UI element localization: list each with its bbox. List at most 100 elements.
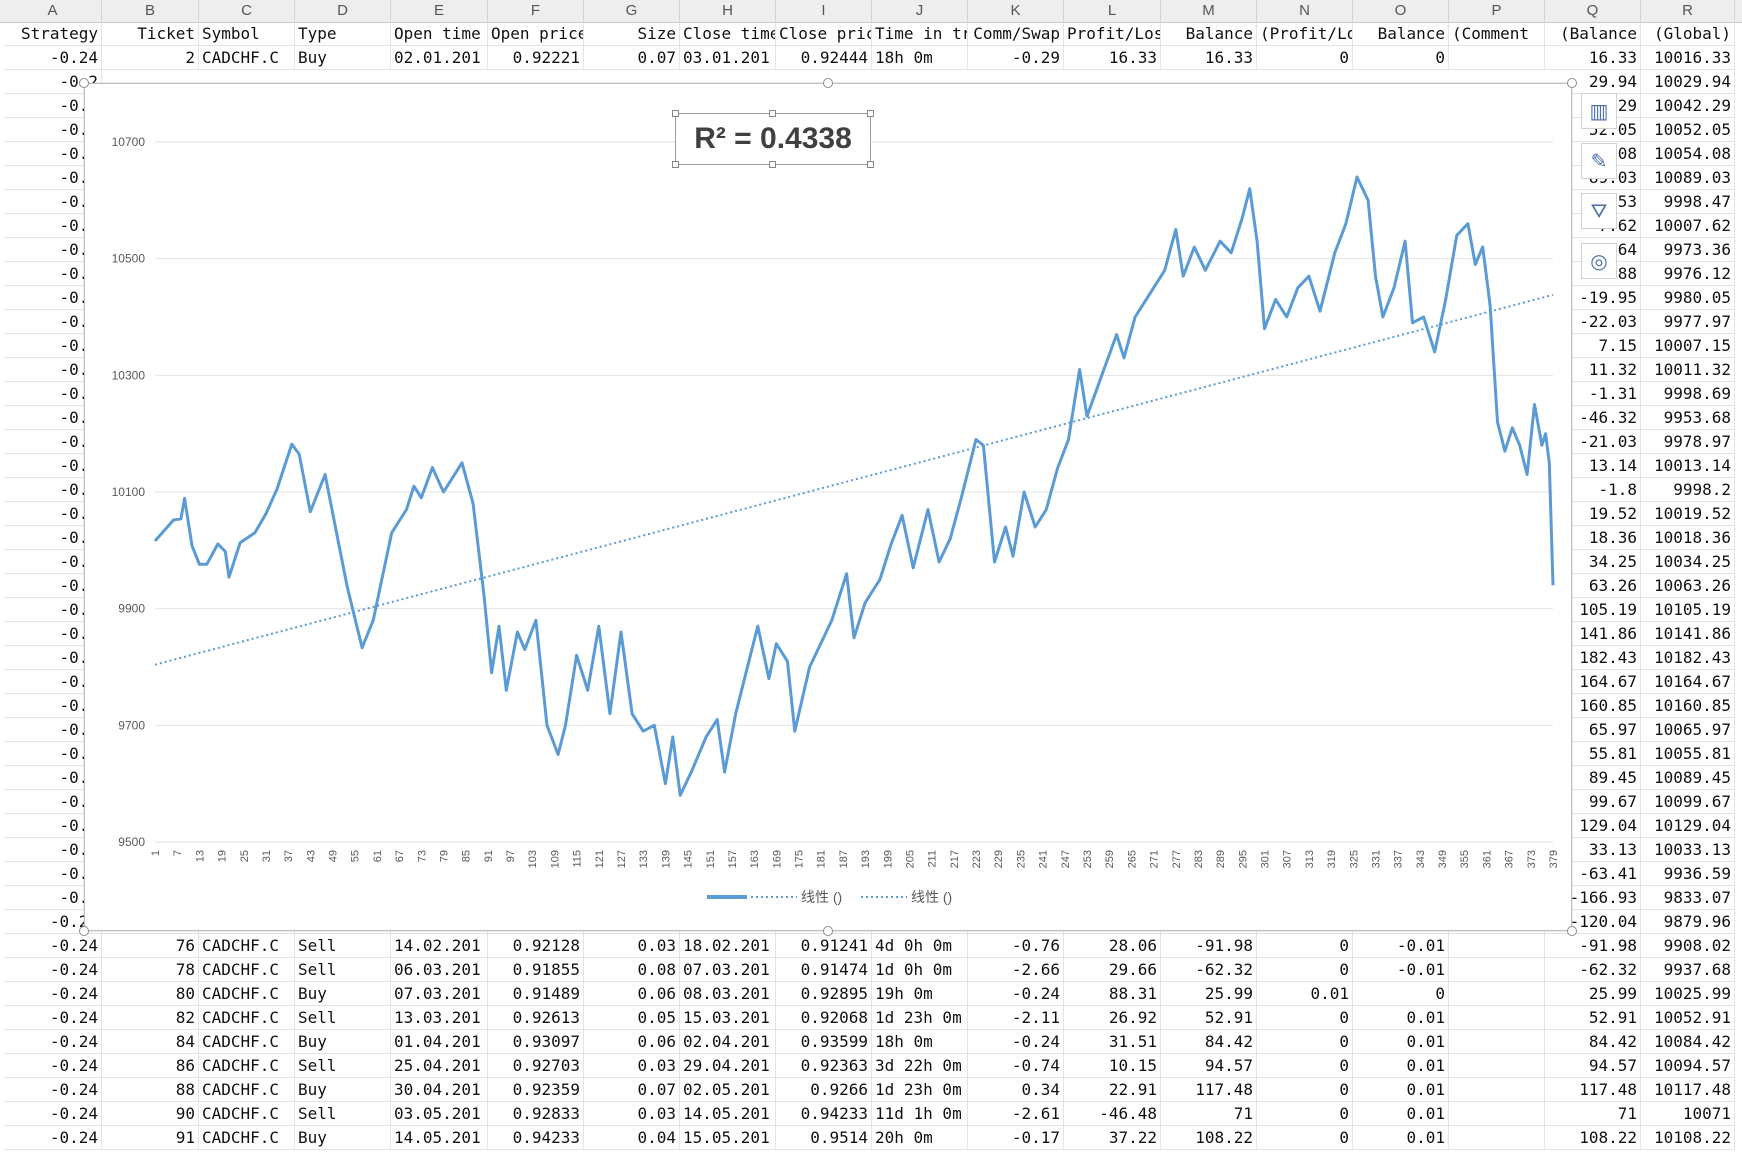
cell-Q[interactable]: 99.67 — [1545, 790, 1641, 814]
cell-Q[interactable]: 117.48 — [1545, 1078, 1641, 1102]
cell-R[interactable]: 10052.91 — [1641, 1006, 1735, 1030]
cell-H[interactable]: 29.04.201 — [680, 1054, 776, 1078]
cell-G[interactable]: 0.08 — [584, 958, 680, 982]
cell-Q[interactable]: 33.13 — [1545, 838, 1641, 862]
cell-Q[interactable]: -91.98 — [1545, 934, 1641, 958]
cell-R[interactable]: 10099.67 — [1641, 790, 1735, 814]
cell-Q[interactable]: -1.31 — [1545, 382, 1641, 406]
cell-J[interactable]: 20h 0m — [872, 1126, 968, 1150]
cell-R[interactable]: 10094.57 — [1641, 1054, 1735, 1078]
cell-G[interactable]: 0.06 — [584, 1030, 680, 1054]
cell-Q[interactable]: 55.81 — [1545, 742, 1641, 766]
cell-R[interactable]: 10055.81 — [1641, 742, 1735, 766]
column-header[interactable]: M — [1161, 0, 1257, 22]
cell-B[interactable]: 88 — [102, 1078, 199, 1102]
cell-B[interactable]: 2 — [102, 46, 199, 70]
cell-C[interactable]: CADCHF.C — [199, 1030, 295, 1054]
cell-Q[interactable]: 34.25 — [1545, 550, 1641, 574]
cell-R[interactable]: 9978.97 — [1641, 430, 1735, 454]
cell-Q[interactable]: 141.86 — [1545, 622, 1641, 646]
cell-I[interactable]: 0.92895 — [776, 982, 872, 1006]
cell-Q[interactable]: 18.36 — [1545, 526, 1641, 550]
column-header[interactable]: B — [102, 0, 199, 22]
cell-J[interactable]: 18h 0m — [872, 46, 968, 70]
cell-O[interactable]: 0 — [1353, 46, 1449, 70]
cell-C[interactable]: CADCHF.C — [199, 46, 295, 70]
cell-Q[interactable]: -1.8 — [1545, 478, 1641, 502]
cell-R[interactable]: 10071 — [1641, 1102, 1735, 1126]
cell-D[interactable]: Sell — [295, 934, 391, 958]
cell-O[interactable]: 0.01 — [1353, 1078, 1449, 1102]
cell-M[interactable]: Balance — [1161, 22, 1257, 46]
cell-O[interactable]: 0.01 — [1353, 1102, 1449, 1126]
chart-area[interactable]: 9500 9700 9900 10100 10300 10500 10700 1 7 13 19 25… — [79, 78, 1577, 936]
cell-R[interactable]: 10108.22 — [1641, 1126, 1735, 1150]
cell-R[interactable]: 9980.05 — [1641, 286, 1735, 310]
chart-elements-icon[interactable]: ▥ — [1581, 93, 1617, 129]
cell-R[interactable]: 10160.85 — [1641, 694, 1735, 718]
cell-K[interactable]: -2.11 — [968, 1006, 1064, 1030]
cell-P[interactable] — [1449, 958, 1545, 982]
cell-B[interactable]: 78 — [102, 958, 199, 982]
cell-Q[interactable]: -63.41 — [1545, 862, 1641, 886]
cell-B[interactable]: Ticket — [102, 22, 199, 46]
cell-R[interactable]: 10089.03 — [1641, 166, 1735, 190]
cell-H[interactable]: Close time — [680, 22, 776, 46]
cell-F[interactable]: 0.91855 — [488, 958, 584, 982]
column-header[interactable]: F — [488, 0, 584, 22]
cell-F[interactable]: 0.92359 — [488, 1078, 584, 1102]
cell-E[interactable]: 30.04.201 — [391, 1078, 488, 1102]
cell-L[interactable]: -46.48 — [1064, 1102, 1161, 1126]
cell-A[interactable]: -0.24 — [4, 1102, 102, 1126]
cell-C[interactable]: CADCHF.C — [199, 1078, 295, 1102]
cell-Q[interactable]: 16.33 — [1545, 46, 1641, 70]
cell-E[interactable]: 03.05.201 — [391, 1102, 488, 1126]
cell-K[interactable]: -0.29 — [968, 46, 1064, 70]
cell-I[interactable]: 0.9514 — [776, 1126, 872, 1150]
cell-R[interactable]: 10182.43 — [1641, 646, 1735, 670]
cell-D[interactable]: Sell — [295, 1102, 391, 1126]
cell-B[interactable]: 84 — [102, 1030, 199, 1054]
cell-K[interactable]: -0.24 — [968, 982, 1064, 1006]
cell-N[interactable]: (Profit/Loss — [1257, 22, 1353, 46]
cell-R[interactable]: 9973.36 — [1641, 238, 1735, 262]
cell-L[interactable]: Profit/Loss — [1064, 22, 1161, 46]
cell-Q[interactable]: -120.04 — [1545, 910, 1641, 934]
cell-B[interactable]: 91 — [102, 1126, 199, 1150]
cell-B[interactable]: 90 — [102, 1102, 199, 1126]
cell-R[interactable]: 10141.86 — [1641, 622, 1735, 646]
label-handle[interactable] — [672, 161, 679, 168]
cell-F[interactable]: 0.92128 — [488, 934, 584, 958]
cell-P[interactable] — [1449, 46, 1545, 70]
cell-J[interactable]: 1d 0h 0m — [872, 958, 968, 982]
cell-H[interactable]: 15.03.201 — [680, 1006, 776, 1030]
cell-I[interactable]: 0.9266 — [776, 1078, 872, 1102]
cell-R[interactable]: 10164.67 — [1641, 670, 1735, 694]
cell-M[interactable]: 52.91 — [1161, 1006, 1257, 1030]
cell-A[interactable]: -0.24 — [4, 958, 102, 982]
cell-R[interactable]: 9998.47 — [1641, 190, 1735, 214]
cell-J[interactable]: Time in trade — [872, 22, 968, 46]
cell-J[interactable]: 18h 0m — [872, 1030, 968, 1054]
chart-resize-handle[interactable] — [79, 78, 89, 88]
cell-M[interactable]: 94.57 — [1161, 1054, 1257, 1078]
cell-I[interactable]: 0.91241 — [776, 934, 872, 958]
cell-P[interactable] — [1449, 1078, 1545, 1102]
cell-K[interactable]: -0.74 — [968, 1054, 1064, 1078]
cell-A[interactable]: -0.24 — [4, 46, 102, 70]
cell-Q[interactable]: 13.14 — [1545, 454, 1641, 478]
cell-M[interactable]: 108.22 — [1161, 1126, 1257, 1150]
cell-C[interactable]: Symbol — [199, 22, 295, 46]
cell-K[interactable]: -0.24 — [968, 1030, 1064, 1054]
cell-P[interactable] — [1449, 1102, 1545, 1126]
cell-M[interactable]: 71 — [1161, 1102, 1257, 1126]
column-header[interactable]: A — [4, 0, 102, 22]
cell-H[interactable]: 18.02.201 — [680, 934, 776, 958]
cell-N[interactable]: 0 — [1257, 46, 1353, 70]
cell-Q[interactable]: (Balance — [1545, 22, 1641, 46]
cell-L[interactable]: 10.15 — [1064, 1054, 1161, 1078]
cell-O[interactable]: 0.01 — [1353, 1126, 1449, 1150]
cell-Q[interactable]: 94.57 — [1545, 1054, 1641, 1078]
cell-O[interactable]: -0.01 — [1353, 934, 1449, 958]
cell-P[interactable] — [1449, 1006, 1545, 1030]
